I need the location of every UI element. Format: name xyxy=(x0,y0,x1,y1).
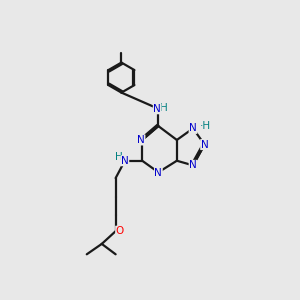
Text: N: N xyxy=(201,140,208,150)
Text: N: N xyxy=(189,160,197,170)
Text: O: O xyxy=(116,226,124,236)
Text: H: H xyxy=(160,103,168,112)
Text: N: N xyxy=(189,123,197,134)
Text: N: N xyxy=(154,168,162,178)
Text: ·H: ·H xyxy=(200,121,211,131)
Text: H: H xyxy=(115,152,123,162)
Text: N: N xyxy=(137,135,145,145)
Text: N: N xyxy=(153,104,161,114)
Text: N: N xyxy=(121,156,129,166)
